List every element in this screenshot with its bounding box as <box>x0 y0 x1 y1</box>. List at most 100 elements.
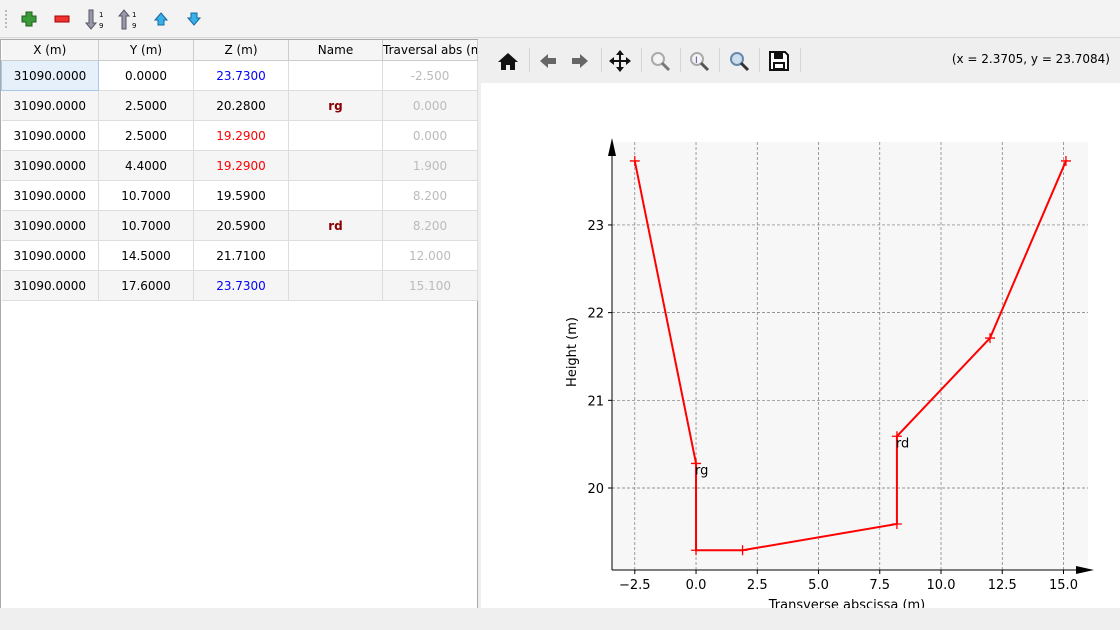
data-point-marker <box>737 545 748 556</box>
cell-name[interactable] <box>288 180 383 211</box>
table-header: X (m) Y (m) Z (m) Name Traversal abs (m <box>1 40 478 61</box>
profile-line <box>633 160 1067 552</box>
cell-z[interactable]: 23.7300 <box>193 60 289 91</box>
cell-y[interactable]: 17.6000 <box>98 270 194 301</box>
plot-toolbar: I (x = 2.3705, y = 23.7084) <box>481 38 1120 83</box>
y-tick-label: 23 <box>587 219 604 234</box>
data-point-marker <box>691 545 702 556</box>
cell-traversal[interactable]: 15.100 <box>382 270 478 301</box>
data-point-marker <box>891 431 902 442</box>
y-tick-label: 20 <box>587 482 604 497</box>
pan-icon[interactable] <box>607 48 633 74</box>
cell-y[interactable]: 2.5000 <box>98 120 194 151</box>
table-row[interactable]: 31090.0000 17.6000 23.7300 15.100 <box>1 270 478 301</box>
cell-traversal[interactable]: 8.200 <box>382 180 478 211</box>
header-z[interactable]: Z (m) <box>193 40 289 61</box>
table-row[interactable]: 31090.0000 0.0000 23.7300 -2.500 <box>1 60 478 91</box>
cell-y[interactable]: 10.7000 <box>98 180 194 211</box>
y-axis-label: Height (m) <box>565 317 580 387</box>
header-y[interactable]: Y (m) <box>98 40 194 61</box>
cell-traversal[interactable]: 8.200 <box>382 210 478 241</box>
status-bar <box>0 608 1120 630</box>
cell-x[interactable]: 31090.0000 <box>1 90 99 121</box>
header-name[interactable]: Name <box>288 40 383 61</box>
cell-y[interactable]: 0.0000 <box>98 60 194 91</box>
cell-traversal[interactable]: 0.000 <box>382 90 478 121</box>
cell-x[interactable]: 31090.0000 <box>1 270 99 301</box>
header-traversal[interactable]: Traversal abs (m <box>382 40 478 61</box>
cell-z[interactable]: 23.7300 <box>193 270 289 301</box>
cursor-coordinates: (x = 2.3705, y = 23.7084) <box>951 52 1110 66</box>
cell-traversal[interactable]: 12.000 <box>382 240 478 271</box>
add-row-icon[interactable] <box>18 8 40 30</box>
remove-row-icon[interactable] <box>51 8 73 30</box>
y-tick-label: 21 <box>587 394 604 409</box>
move-down-icon[interactable] <box>183 8 205 30</box>
cell-name[interactable] <box>288 150 383 181</box>
svg-text:I: I <box>695 56 698 66</box>
back-arrow-icon[interactable] <box>535 48 561 74</box>
separator <box>601 48 602 72</box>
cell-x[interactable]: 31090.0000 <box>1 240 99 271</box>
data-point-marker <box>691 458 702 469</box>
zoom-fit-icon[interactable] <box>726 48 752 74</box>
x-tick-label: −2.5 <box>619 578 651 593</box>
cell-y[interactable]: 14.5000 <box>98 240 194 271</box>
cell-z[interactable]: 19.2900 <box>193 120 289 151</box>
home-icon[interactable] <box>495 48 521 74</box>
separator <box>529 48 530 72</box>
table-row[interactable]: 31090.0000 2.5000 19.2900 0.000 <box>1 120 478 151</box>
x-tick-label: 2.5 <box>747 578 768 593</box>
cell-name[interactable] <box>288 60 383 91</box>
cell-y[interactable]: 4.4000 <box>98 150 194 181</box>
cell-name[interactable] <box>288 120 383 151</box>
cell-traversal[interactable]: 0.000 <box>382 120 478 151</box>
data-point-marker <box>629 155 640 166</box>
cell-z[interactable]: 20.5900 <box>193 210 289 241</box>
zoom-info-icon[interactable]: I <box>686 48 712 74</box>
x-tick-label: 5.0 <box>808 578 829 593</box>
plot-area <box>612 142 1088 570</box>
forward-arrow-icon[interactable] <box>567 48 593 74</box>
point-annotation: rg <box>695 463 708 478</box>
cell-traversal[interactable]: -2.500 <box>382 60 478 91</box>
table-row[interactable]: 31090.0000 10.7000 19.5900 8.200 <box>1 180 478 211</box>
data-point-marker <box>985 333 996 344</box>
cell-z[interactable]: 19.5900 <box>193 180 289 211</box>
cell-z[interactable]: 21.7100 <box>193 240 289 271</box>
cell-z[interactable]: 19.2900 <box>193 150 289 181</box>
table-row[interactable]: 31090.0000 2.5000 20.2800 rg 0.000 <box>1 90 478 121</box>
zoom-icon[interactable] <box>647 48 673 74</box>
cell-x[interactable]: 31090.0000 <box>1 60 99 91</box>
cell-x[interactable]: 31090.0000 <box>1 120 99 151</box>
separator <box>680 48 681 72</box>
cell-name[interactable]: rd <box>288 210 383 241</box>
cell-x[interactable]: 31090.0000 <box>1 150 99 181</box>
table-row[interactable]: 31090.0000 10.7000 20.5900 rd 8.200 <box>1 210 478 241</box>
cell-z[interactable]: 20.2800 <box>193 90 289 121</box>
cell-y[interactable]: 2.5000 <box>98 90 194 121</box>
cell-name[interactable] <box>288 240 383 271</box>
svg-text:9: 9 <box>132 22 136 30</box>
points-table: X (m) Y (m) Z (m) Name Traversal abs (m … <box>0 39 478 609</box>
x-tick-label: 0.0 <box>686 578 707 593</box>
cell-name[interactable]: rg <box>288 90 383 121</box>
x-tick-label: 12.5 <box>988 578 1017 593</box>
move-up-icon[interactable] <box>150 8 172 30</box>
cell-traversal[interactable]: 1.900 <box>382 150 478 181</box>
toolbar-grip[interactable] <box>5 10 10 28</box>
cell-y[interactable]: 10.7000 <box>98 210 194 241</box>
table-row[interactable]: 31090.0000 4.4000 19.2900 1.900 <box>1 150 478 181</box>
save-icon[interactable] <box>766 48 792 74</box>
profile-chart[interactable]: −2.5 0.0 2.5 5.0 7.5 10.0 12.5 15.0 20 21 22 23 rg rd… <box>481 83 1120 608</box>
cell-name[interactable] <box>288 270 383 301</box>
header-x[interactable]: X (m) <box>1 40 99 61</box>
cell-x[interactable]: 31090.0000 <box>1 180 99 211</box>
y-tick-label: 22 <box>587 307 604 322</box>
cell-x[interactable]: 31090.0000 <box>1 210 99 241</box>
separator <box>800 48 801 72</box>
table-row[interactable]: 31090.0000 14.5000 21.7100 12.000 <box>1 240 478 271</box>
point-annotation: rd <box>896 436 909 451</box>
